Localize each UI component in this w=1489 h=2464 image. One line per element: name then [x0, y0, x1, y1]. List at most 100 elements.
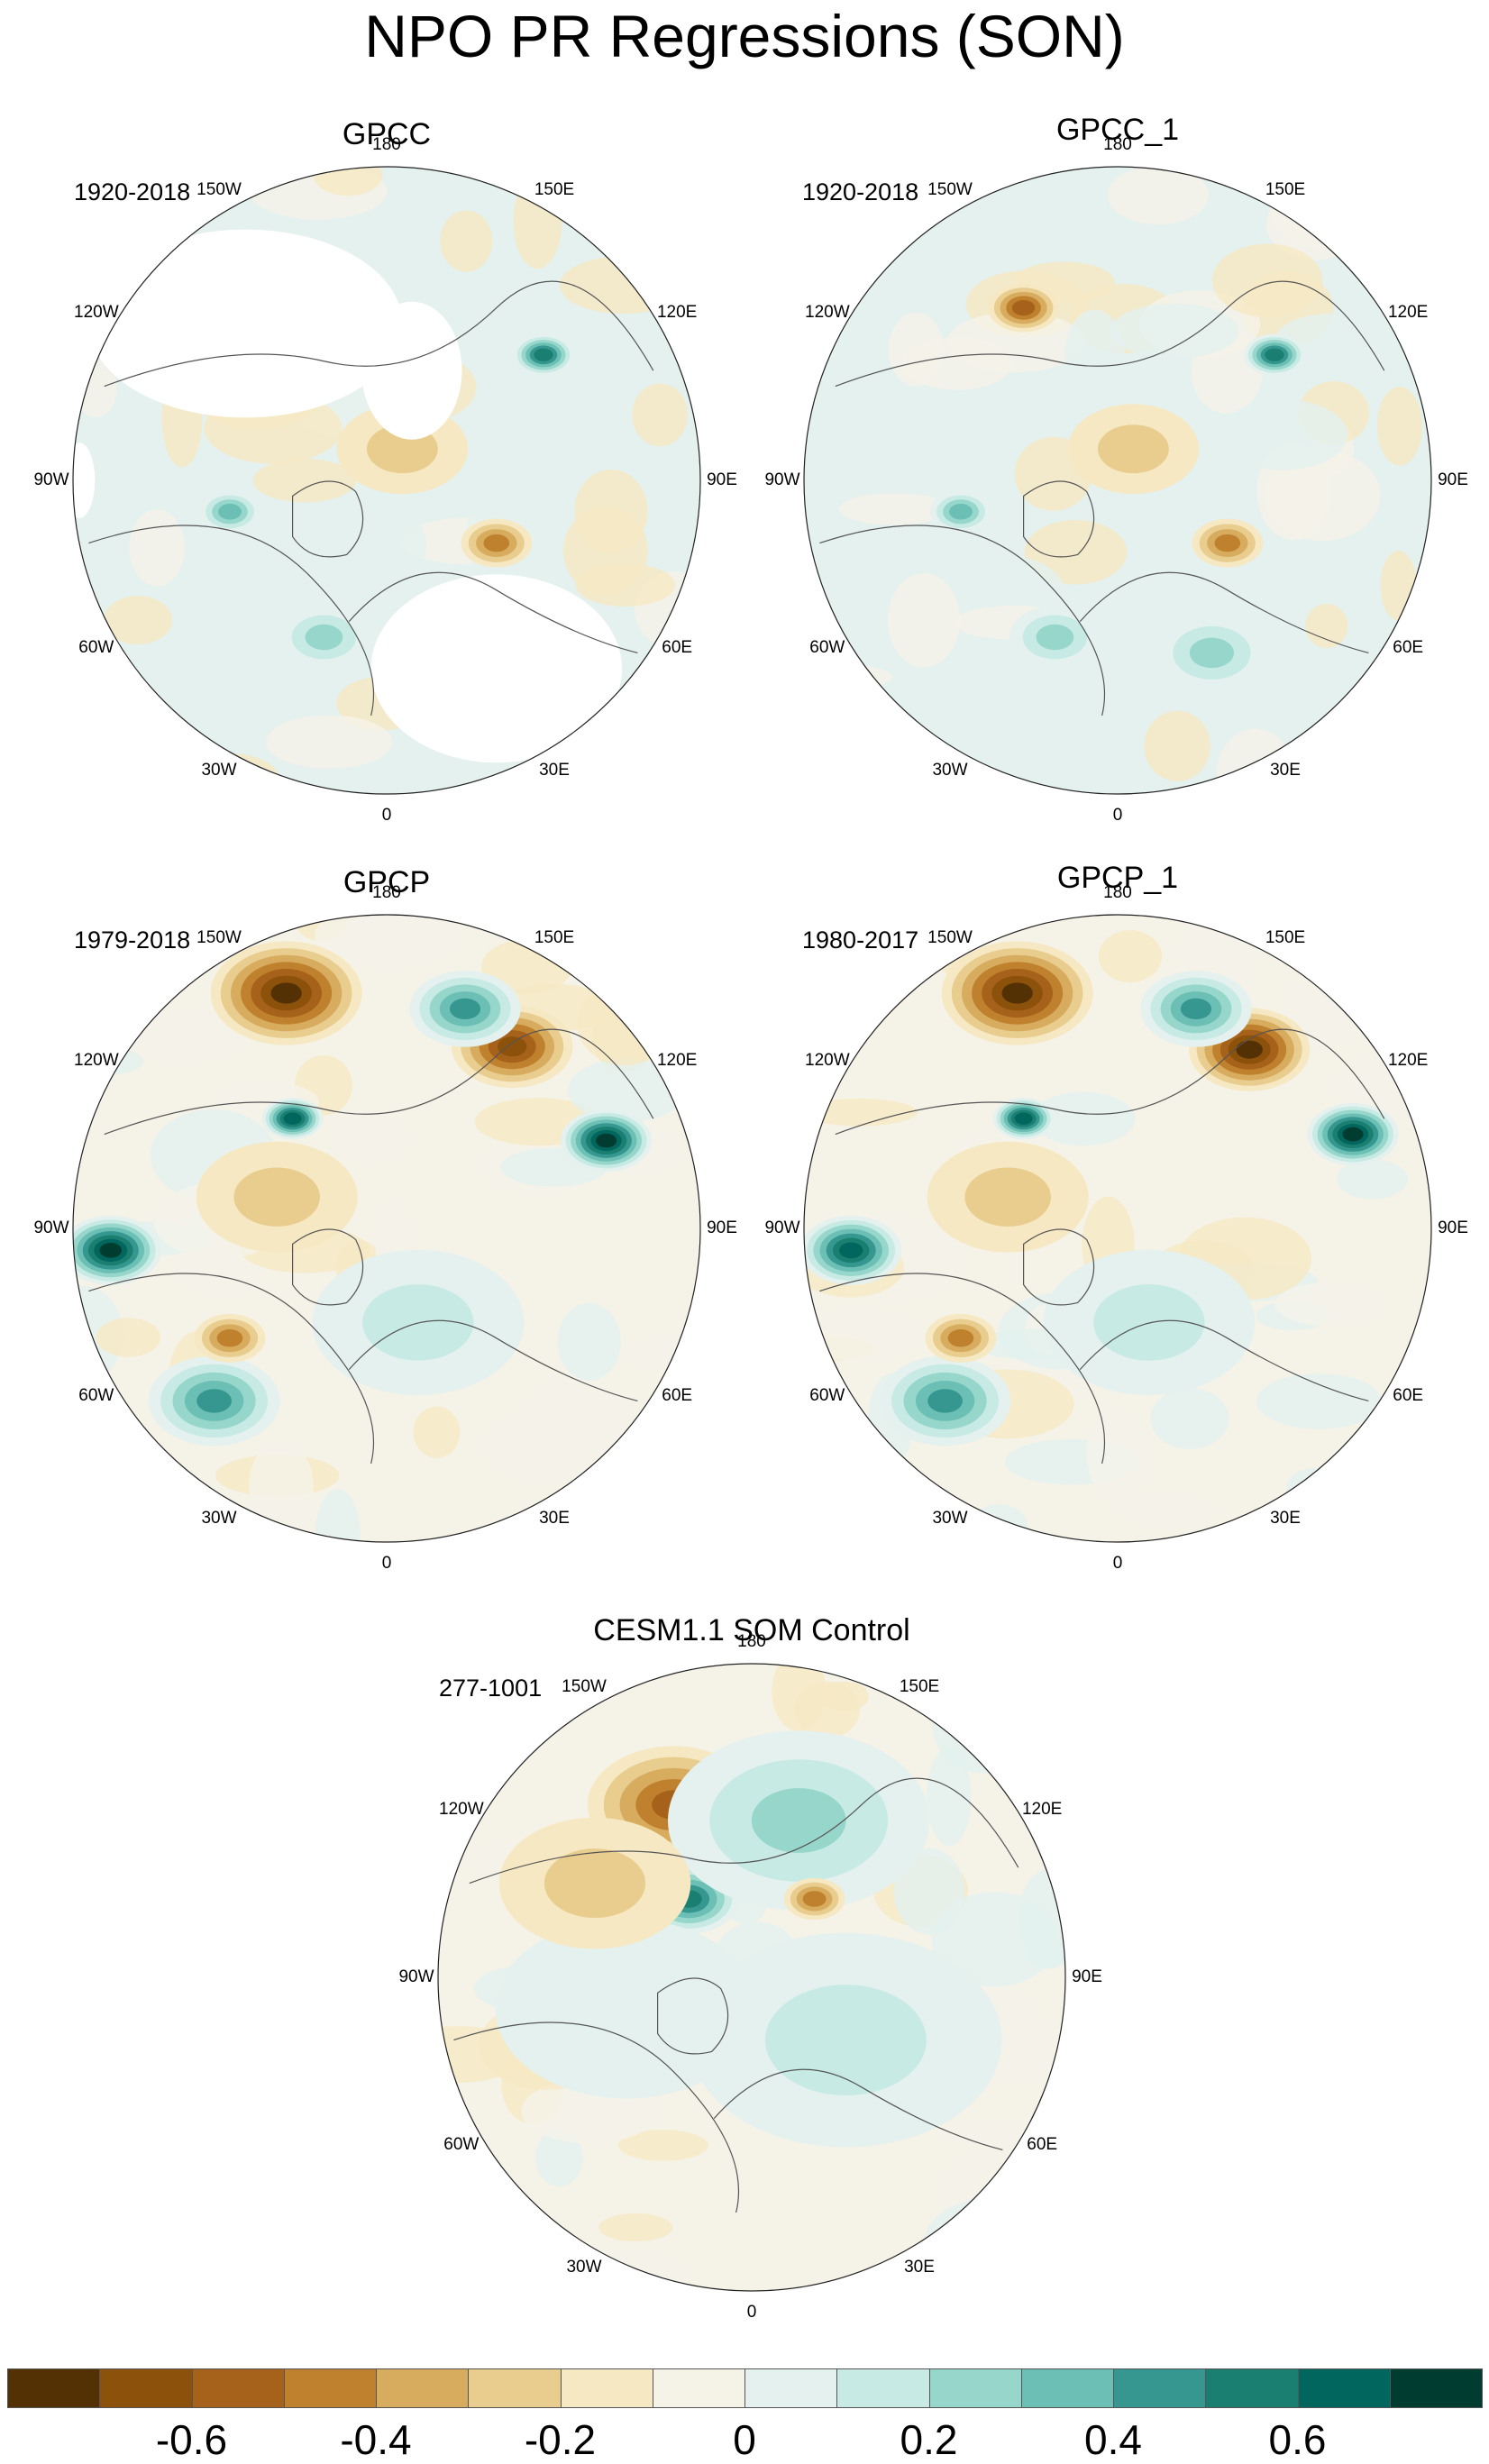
longitude-label: 180 [737, 1632, 766, 1651]
longitude-label: 120E [1387, 303, 1429, 322]
colorbar-tick-label: -0.4 [340, 2416, 412, 2463]
longitude-label: 90W [764, 470, 800, 489]
longitude-label: 90W [33, 470, 69, 489]
longitude-label: 0 [1112, 806, 1123, 825]
longitude-label: 0 [381, 1554, 392, 1573]
colorbar-box [1297, 2368, 1391, 2408]
longitude-label: 120E [656, 1051, 698, 1070]
longitude-label: 150W [196, 179, 242, 199]
colorbar-box [1205, 2368, 1299, 2408]
map-boundary-0 [72, 166, 701, 795]
map-field-2 [73, 915, 700, 1542]
longitude-label: 60W [809, 1386, 845, 1405]
map-boundary-1 [803, 166, 1432, 795]
longitude-label: 60E [662, 638, 693, 657]
longitude-label: 150E [534, 927, 575, 947]
longitude-label: 90W [398, 1967, 434, 1986]
longitude-label: 120E [1021, 1800, 1063, 1819]
colorbar-box [744, 2368, 838, 2408]
panel-title-gpcp: GPCP [343, 865, 431, 899]
colorbar-box [99, 2368, 193, 2408]
longitude-label: 180 [1103, 883, 1132, 902]
colorbar-box [560, 2368, 653, 2408]
map-boundary-3 [803, 914, 1432, 1543]
longitude-label: 150E [899, 1676, 940, 1696]
longitude-label: 120E [1387, 1051, 1429, 1070]
colorbar-box [283, 2368, 377, 2408]
panel-title-gpcc: GPCC [342, 117, 432, 151]
longitude-label: 30E [539, 1509, 570, 1529]
longitude-label: 120W [439, 1800, 484, 1819]
colorbar-box [1113, 2368, 1207, 2408]
longitude-label: 60W [78, 638, 114, 657]
longitude-label: 60W [809, 638, 845, 657]
panel-period-cesm: 277-1001 [439, 1675, 543, 1702]
longitude-label: 30W [566, 2258, 602, 2277]
figure-title: NPO PR Regressions (SON) [364, 3, 1125, 69]
colorbar-box [836, 2368, 930, 2408]
panel-title-cesm: CESM1.1 SOM Control [593, 1613, 910, 1647]
longitude-label: 0 [1112, 1554, 1123, 1573]
panel-period-gpcc-1: 1920-2018 [802, 178, 919, 205]
longitude-label: 60E [1393, 638, 1424, 657]
colorbar-tick-label: 0.6 [1268, 2416, 1327, 2463]
longitude-label: 90E [1438, 1218, 1468, 1237]
longitude-label: 30E [1270, 761, 1301, 780]
longitude-label: 150E [1265, 179, 1306, 199]
longitude-label: 150W [196, 927, 242, 947]
longitude-label: 150E [1265, 927, 1306, 947]
longitude-label: 90E [1072, 1967, 1102, 1986]
longitude-label: 120W [74, 303, 119, 322]
colorbar-box [1020, 2368, 1114, 2408]
panel-period-gpcp: 1979-2018 [74, 926, 191, 954]
longitude-label: 150W [562, 1676, 607, 1696]
map-boundary-4 [437, 1663, 1066, 2292]
colorbar-box [468, 2368, 562, 2408]
longitude-label: 150E [534, 179, 575, 199]
longitude-label: 60W [78, 1386, 114, 1405]
longitude-label: 30W [932, 761, 968, 780]
longitude-label: 150W [927, 179, 973, 199]
colorbar-tick-label: -0.2 [524, 2416, 597, 2463]
longitude-label: 60E [662, 1386, 693, 1405]
map-field-1 [804, 167, 1431, 794]
longitude-label: 120W [74, 1051, 119, 1070]
map-field-3 [804, 915, 1431, 1542]
panel-title-gpcc-1: GPCC_1 [1055, 113, 1180, 147]
longitude-label: 0 [746, 2303, 757, 2322]
longitude-label: 60E [1027, 2135, 1058, 2154]
longitude-label: 60W [443, 2135, 480, 2154]
longitude-label: 90E [707, 470, 737, 489]
panel-period-gpcp-1: 1980-2017 [802, 926, 919, 954]
longitude-label: 180 [372, 883, 401, 902]
colorbar-tick-label: 0.2 [900, 2416, 958, 2463]
map-boundary-2 [72, 914, 701, 1543]
colorbar-tick-label: -0.6 [155, 2416, 228, 2463]
colorbar-box [928, 2368, 1022, 2408]
colorbar-box [1389, 2368, 1483, 2408]
colorbar-box [191, 2368, 285, 2408]
panel-title-gpcp-1: GPCP_1 [1056, 861, 1179, 895]
colorbar-box [7, 2368, 101, 2408]
longitude-label: 180 [1103, 135, 1132, 154]
map-field-4 [438, 1664, 1065, 2291]
longitude-label: 120W [805, 1051, 850, 1070]
longitude-label: 30W [201, 1509, 237, 1529]
longitude-label: 180 [372, 135, 401, 154]
colorbar-tick-label: 0.4 [1084, 2416, 1142, 2463]
longitude-label: 150W [927, 927, 973, 947]
colorbar [7, 2368, 1483, 2410]
colorbar-tick-label: 0 [733, 2416, 756, 2463]
longitude-label: 30E [1270, 1509, 1301, 1529]
longitude-label: 30E [904, 2258, 935, 2277]
longitude-label: 90E [1438, 470, 1468, 489]
longitude-label: 60E [1393, 1386, 1424, 1405]
longitude-label: 0 [381, 806, 392, 825]
longitude-label: 90E [707, 1218, 737, 1237]
colorbar-box [652, 2368, 745, 2408]
longitude-label: 120W [805, 303, 850, 322]
longitude-label: 90W [764, 1218, 800, 1237]
longitude-label: 90W [33, 1218, 69, 1237]
longitude-label: 30W [201, 761, 237, 780]
